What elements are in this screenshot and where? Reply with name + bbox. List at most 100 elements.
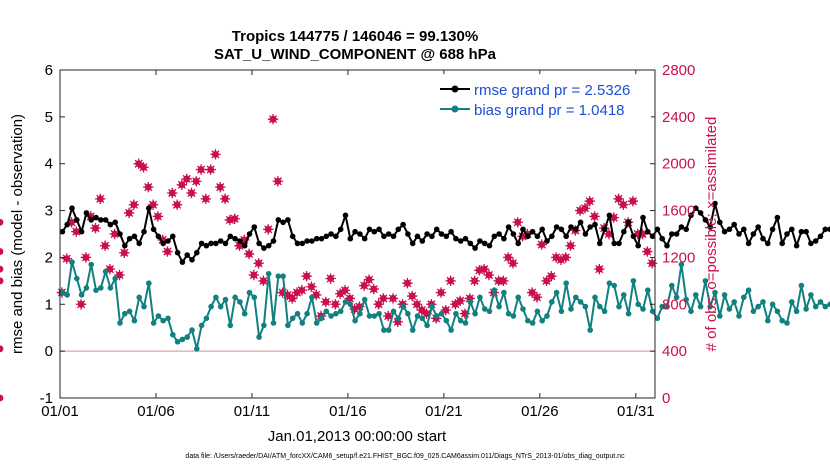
chart-title-line1: Tropics 144775 / 146046 = 99.130%: [232, 28, 478, 45]
bias-point: [232, 294, 238, 301]
obs-count-point: [627, 196, 639, 207]
obs-count-point: [176, 179, 188, 190]
obs-count-point: [618, 199, 629, 210]
obs-count-point: [162, 246, 173, 257]
obs-count-point: [133, 158, 144, 169]
bias-point: [448, 327, 454, 333]
rmse-point: [779, 240, 785, 247]
rmse-point: [433, 226, 440, 233]
bias-point: [376, 310, 382, 317]
bias-point: [150, 320, 157, 326]
rmse-point: [385, 231, 392, 237]
x-axis-ticks: 01/01 01/06 01/11 01/16 01/21 01/26 01/31: [41, 70, 655, 420]
y2-tick-label: 2400: [662, 109, 695, 126]
obs-count-point: [507, 258, 519, 269]
bias-point: [155, 313, 162, 319]
rmse-point: [731, 221, 737, 228]
obs-count-point: [205, 164, 216, 175]
bias-point: [774, 308, 781, 315]
bias-point: [577, 299, 584, 305]
obs-count-point: [502, 252, 514, 263]
rmse-point: [587, 224, 593, 230]
y-tick-label: 0: [45, 343, 53, 360]
bias-point: [405, 310, 411, 317]
obs-count-point: [200, 193, 212, 205]
rmse-point: [803, 228, 809, 235]
bias-point: [486, 308, 493, 315]
bias-point: [702, 278, 709, 284]
bias-point: [304, 310, 310, 317]
bias-point: [481, 306, 488, 312]
bias-point: [246, 289, 253, 296]
rmse-point: [688, 212, 694, 219]
bias-point: [381, 327, 387, 333]
bias-point: [616, 303, 622, 310]
bias-point: [141, 303, 147, 310]
bias-point: [549, 299, 555, 305]
obs-count-point: [565, 240, 576, 251]
rmse-point: [122, 242, 128, 249]
rmse-point: [765, 240, 771, 247]
bias-point: [779, 317, 785, 324]
rmse-point: [294, 240, 301, 247]
obs-count-point: [167, 187, 178, 199]
legend-bias-label: bias grand pr = 1.0418: [474, 102, 625, 119]
rmse-point: [126, 235, 133, 242]
obs-count-point: [61, 253, 72, 264]
rmse-point: [150, 226, 157, 233]
rmse-point: [93, 214, 99, 221]
y-tick-label: 3: [45, 203, 53, 220]
rmse-point: [774, 214, 781, 221]
bias-point: [309, 294, 315, 301]
bias-point: [93, 287, 99, 294]
bias-point: [601, 308, 608, 315]
rmse-point: [798, 228, 805, 235]
rmse-point: [702, 217, 709, 223]
obs-count-point: [219, 193, 231, 205]
rmse-point: [625, 219, 632, 226]
bias-point: [812, 303, 819, 310]
bias-point: [390, 308, 397, 315]
rmse-point: [405, 231, 411, 237]
rmse-point: [208, 240, 214, 247]
bias-point: [170, 331, 176, 338]
rmse-point: [141, 228, 147, 235]
bias-point: [371, 313, 378, 319]
rmse-point: [285, 217, 291, 223]
obs-count-point: [325, 273, 336, 284]
rmse-point: [289, 233, 296, 240]
obs-count-point: [483, 269, 495, 281]
rmse-point: [645, 228, 651, 235]
obs-count-point: [191, 176, 202, 187]
rmse-point: [741, 226, 747, 233]
rmse-point: [265, 242, 272, 249]
rmse-point: [515, 240, 521, 247]
obs-count-point: [248, 269, 260, 281]
obs-count-point: [344, 293, 356, 304]
rmse-point: [136, 240, 142, 247]
bias-point: [803, 306, 809, 312]
bias-point: [217, 303, 224, 310]
rmse-point: [745, 240, 752, 247]
bias-point: [285, 322, 291, 329]
obs-count-point: [584, 196, 595, 207]
y2-tick-label: 2800: [662, 62, 695, 79]
rmse-point: [160, 240, 166, 247]
bias-point: [165, 315, 171, 322]
bias-point: [251, 294, 258, 301]
bias-point: [736, 313, 742, 319]
obs-count-point: [90, 222, 101, 234]
rmse-point: [251, 224, 258, 230]
rmse-point: [419, 238, 426, 244]
legend: rmse grand pr = 2.5326 bias grand pr = 1…: [434, 74, 651, 120]
obs-count-point: [407, 290, 418, 302]
bias-point: [275, 273, 282, 280]
bias-point: [563, 280, 569, 287]
rmse-point: [155, 233, 162, 240]
y-tick-label: -1: [40, 390, 53, 407]
rmse-point: [438, 231, 445, 237]
y-tick-label: 1: [45, 296, 53, 313]
obs-count-point: [75, 299, 87, 310]
rmse-point: [501, 235, 507, 242]
bias-point: [69, 259, 75, 265]
